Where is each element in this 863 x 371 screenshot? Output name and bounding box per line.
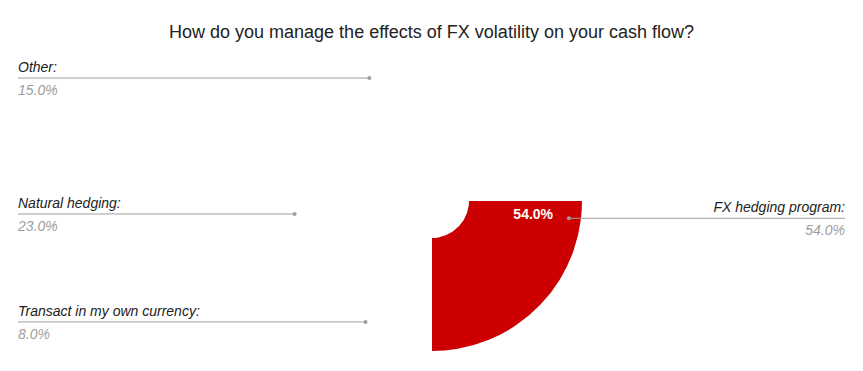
leader-dot xyxy=(567,216,571,220)
title: How do you manage the effects of FX vola… xyxy=(169,22,694,42)
pie xyxy=(432,201,582,351)
data-label: 8.0% xyxy=(367,282,399,298)
category-label: Other: xyxy=(18,59,57,75)
labels: 54.0% 8.0% 23.0% 15.0% xyxy=(311,102,554,298)
outer-labels: FX hedging program: 54.0% Transact in my o… xyxy=(17,59,845,342)
chart: How do you manage the effects of FX vola… xyxy=(0,0,863,371)
data-label: 23.0% xyxy=(311,202,351,218)
category-label: Transact in my own currency: xyxy=(18,303,200,319)
leader-dot xyxy=(293,212,297,216)
leader-line xyxy=(569,218,845,219)
data-label: 15.0% xyxy=(366,102,406,118)
value-label: 54.0% xyxy=(805,222,845,238)
data-label: 54.0% xyxy=(513,206,553,222)
value-label: 23.0% xyxy=(17,218,58,234)
slice xyxy=(432,201,582,351)
leader-line xyxy=(18,321,366,322)
leader-line xyxy=(18,213,295,214)
category-label: FX hedging program: xyxy=(713,199,845,215)
leader-dot xyxy=(364,320,368,324)
leader-dot xyxy=(367,76,371,80)
category-label: Natural hedging: xyxy=(18,195,121,211)
leader-line xyxy=(18,78,369,79)
value-label: 8.0% xyxy=(18,326,50,342)
value-label: 15.0% xyxy=(18,82,58,98)
